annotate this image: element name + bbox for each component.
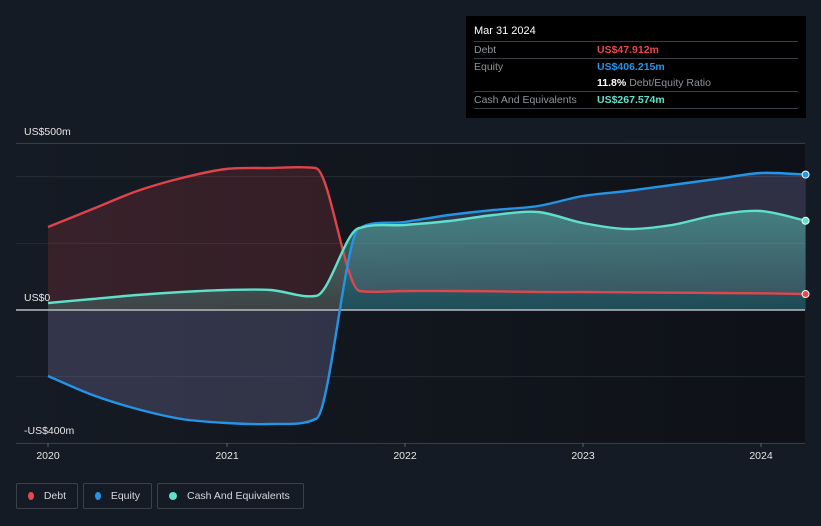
x-axis-label-2020: 2020 <box>36 450 60 462</box>
equity-line <box>47 171 806 426</box>
legend-label: Equity <box>110 490 140 502</box>
legend-label: Cash And Equivalents <box>187 490 290 502</box>
debt-dot-icon <box>28 492 34 500</box>
tooltip-ratio-label: Debt/Equity Ratio <box>629 77 711 89</box>
tooltip-label <box>474 75 597 91</box>
tooltip-row-ratio: 11.8% Debt/Equity Ratio <box>474 75 798 91</box>
series-lines <box>47 165 806 426</box>
y-axis-label-zero: US$0 <box>24 292 51 304</box>
tooltip-label: Equity <box>474 61 504 73</box>
tooltip-label: Debt <box>474 44 497 56</box>
tooltip-equity-value: US$406.215m <box>597 61 665 73</box>
tooltip-row-equity: Equity US$406.215m <box>474 58 798 75</box>
tooltip-ratio-percent: 11.8% <box>597 77 627 89</box>
tooltip-date: Mar 31 2024 <box>474 25 536 37</box>
y-axis-label-bottom: -US$400m <box>24 425 75 437</box>
legend-label: Debt <box>43 490 66 502</box>
equity-dot-icon <box>95 492 101 500</box>
x-axis-ticks <box>47 443 762 447</box>
y-axis-label-top: US$500m <box>24 126 71 138</box>
tooltip-row-cash: Cash And Equivalents US$267.574m <box>474 91 798 108</box>
debt-line <box>47 165 806 296</box>
series-areas <box>48 167 806 425</box>
x-axis-label-2022: 2022 <box>393 450 417 462</box>
x-axis-label-2024: 2024 <box>749 450 773 462</box>
tooltip-label: Cash And Equivalents <box>474 94 577 106</box>
tooltip-debt-value: US$47.912m <box>597 44 659 56</box>
tooltip-row-debt: Debt US$47.912m <box>474 41 798 58</box>
tooltip-cash-value: US$267.574m <box>597 94 665 106</box>
x-axis-label-2021: 2021 <box>215 450 239 462</box>
cash-line <box>47 209 806 305</box>
cash-dot-icon <box>169 492 177 500</box>
legend: Debt Equity Cash And Equivalents <box>16 483 304 509</box>
legend-item-debt[interactable]: Debt <box>16 483 78 509</box>
series-endpoints <box>801 170 810 299</box>
legend-item-equity[interactable]: Equity <box>83 483 152 509</box>
legend-item-cash[interactable]: Cash And Equivalents <box>157 483 304 509</box>
x-axis-label-2023: 2023 <box>571 450 595 462</box>
tooltip: Mar 31 2024 Debt US$47.912m Equity US$40… <box>466 16 806 118</box>
tooltip-divider <box>474 108 798 109</box>
